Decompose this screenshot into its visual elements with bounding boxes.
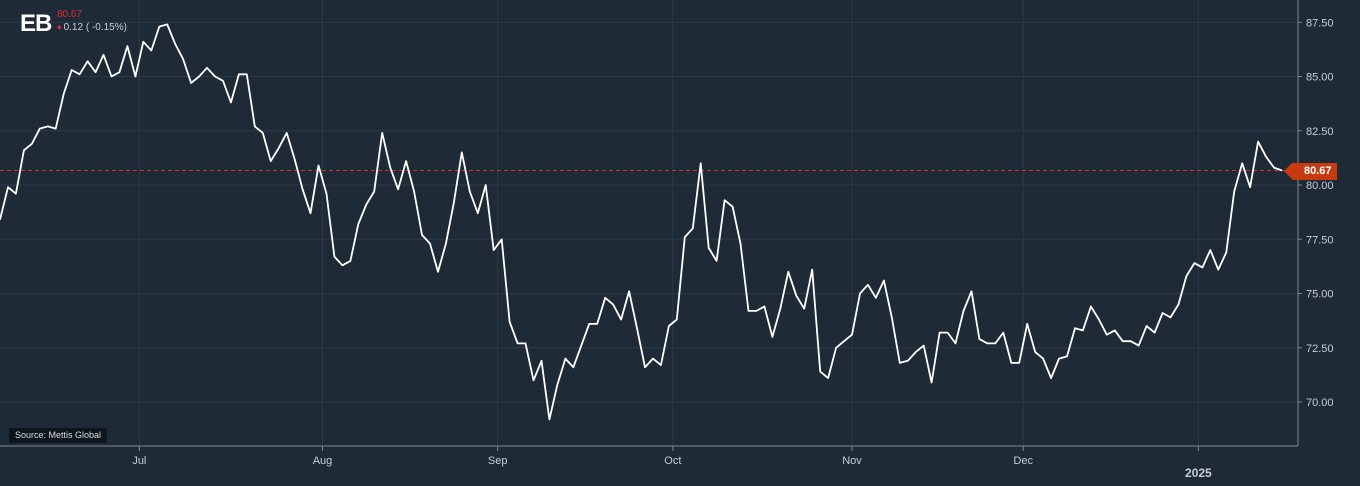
price-change-text: 0.12 ( -0.15%) xyxy=(63,22,127,33)
ticker-symbol: EB xyxy=(20,10,52,37)
y-tick-label: 77.50 xyxy=(1306,234,1334,246)
y-tick-label: 85.00 xyxy=(1306,72,1334,84)
y-tick-label: 75.00 xyxy=(1306,289,1334,301)
price-change: ♦ 0.12 ( -0.15%) xyxy=(57,22,127,33)
x-tick-label: Dec xyxy=(1013,455,1033,467)
y-tick-label: 82.50 xyxy=(1306,126,1334,138)
y-tick-label: 70.00 xyxy=(1306,397,1334,409)
last-price: 80.67 xyxy=(57,9,83,20)
axes xyxy=(0,0,1302,451)
y-tick-label: 80.00 xyxy=(1306,180,1334,192)
x-tick-label: Jul xyxy=(132,455,146,467)
source-label: Source: Mettis Global xyxy=(9,428,108,443)
x-tick-label: Oct xyxy=(664,455,681,467)
x-tick-label: 2025 xyxy=(1185,466,1212,480)
y-tick-label: 72.50 xyxy=(1306,343,1334,355)
current-price-tag: 80.67 xyxy=(1284,163,1337,180)
price-series-line xyxy=(0,23,1283,421)
x-tick-label: Aug xyxy=(313,455,333,467)
grid-lines xyxy=(0,0,1298,446)
y-axis-tick-labels: 70.00 72.50 75.00 77.50 80.00 82.50 85.00 87.50 xyxy=(1306,17,1334,409)
down-arrow-icon: ♦ xyxy=(57,22,62,32)
x-tick-label: Nov xyxy=(842,455,862,467)
x-axis-tick-labels: Jul Aug Sep Oct Nov Dec 2025 xyxy=(132,455,1212,480)
y-tick-label: 87.50 xyxy=(1306,17,1334,29)
x-tick-label: Sep xyxy=(488,455,508,467)
